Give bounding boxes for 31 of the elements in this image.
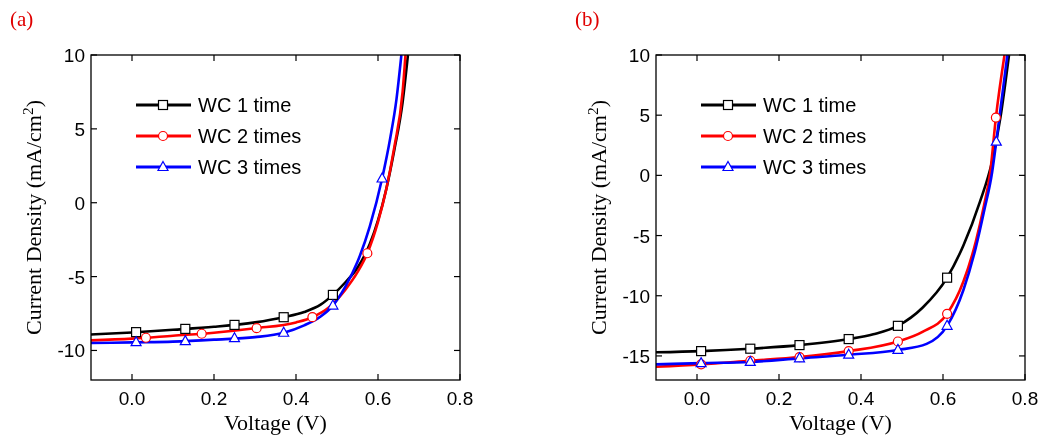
y-tick-label: -5 xyxy=(68,266,85,288)
y-tick-label: -10 xyxy=(622,285,650,307)
y-tick-label: 5 xyxy=(639,105,650,127)
x-tick-label: 0.2 xyxy=(765,388,793,409)
x-tick-label: 0.2 xyxy=(200,388,228,409)
legend-label: WC 3 times xyxy=(198,156,302,178)
y-tick-label: -15 xyxy=(622,345,650,367)
legend-label: WC 1 time xyxy=(763,94,857,116)
legend-label: WC 1 time xyxy=(198,94,292,116)
y-tick-label: 0 xyxy=(639,165,650,187)
x-tick-label: 0.0 xyxy=(118,388,146,409)
y-tick-label: -5 xyxy=(633,225,650,247)
legend-label: WC 3 times xyxy=(763,156,867,178)
chart-title: (b) xyxy=(575,7,600,31)
x-tick-label: 0.4 xyxy=(847,388,875,409)
y-tick-label: 0 xyxy=(74,192,85,214)
legend-label: WC 2 times xyxy=(198,125,302,147)
x-axis-title: Voltage (V) xyxy=(789,410,892,435)
x-tick-label: 0.4 xyxy=(282,388,310,409)
x-tick-label: 0.6 xyxy=(929,388,957,409)
legend-label: WC 2 times xyxy=(763,125,867,147)
x-tick-label: 0.0 xyxy=(683,388,711,409)
chart-title: (a) xyxy=(10,7,34,31)
x-tick-label: 0.6 xyxy=(364,388,392,409)
y-tick-label: -10 xyxy=(57,340,85,362)
y-tick-label: 10 xyxy=(628,45,650,66)
x-axis-title: Voltage (V) xyxy=(224,410,327,435)
x-tick-label: 0.8 xyxy=(446,388,474,409)
x-tick-label: 0.8 xyxy=(1011,388,1039,409)
y-tick-label: 5 xyxy=(74,118,85,140)
y-tick-label: 10 xyxy=(63,45,85,66)
